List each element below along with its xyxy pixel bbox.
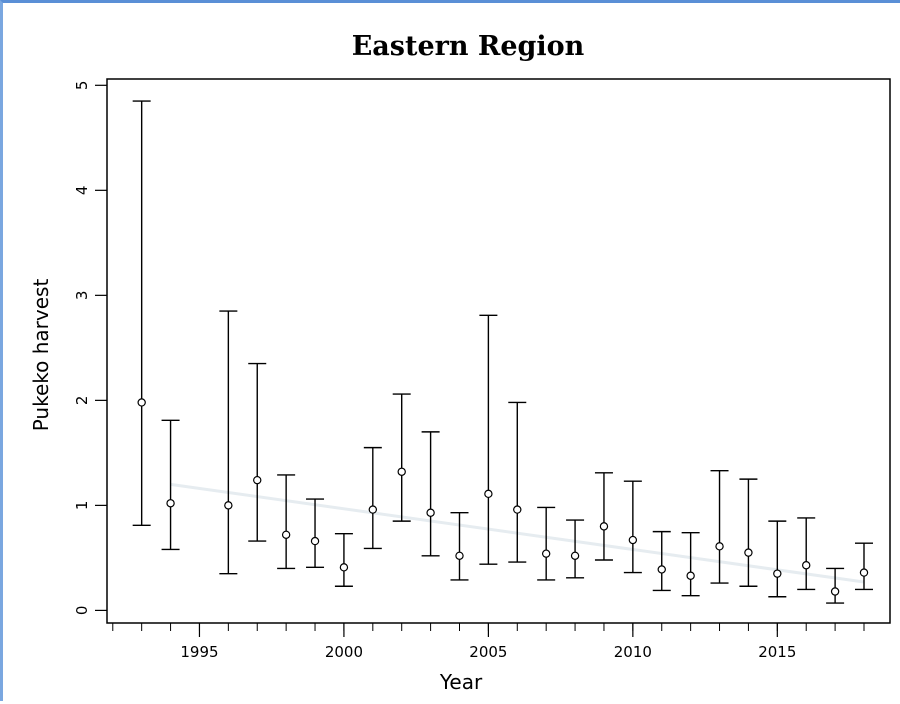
data-point	[628, 535, 638, 545]
data-point	[830, 587, 840, 596]
data-point	[773, 569, 782, 578]
data-point	[310, 536, 320, 546]
data-point	[137, 398, 146, 407]
data-point	[657, 565, 666, 574]
data-point	[426, 508, 435, 517]
x-tick-label: 2010	[614, 643, 652, 661]
y-tick-label: 4	[73, 186, 91, 196]
data-point	[166, 499, 175, 508]
points-layer	[137, 398, 869, 596]
data-point	[715, 542, 724, 551]
error-bar-chart: Eastern Region 1995 2000 2005 2010 2015 0 1 2 3…	[29, 31, 891, 694]
data-point	[253, 475, 262, 485]
data-point	[455, 551, 464, 560]
y-tick-label: 0	[73, 606, 91, 616]
data-point	[859, 568, 869, 577]
data-point	[281, 530, 291, 539]
y-tick-label: 5	[73, 81, 91, 91]
plot-border	[106, 78, 891, 624]
y-axis: 0 1 2 3 4 5	[73, 81, 107, 616]
data-point	[686, 571, 695, 580]
data-point	[224, 501, 233, 510]
x-tick-label: 2000	[325, 643, 363, 661]
data-point	[368, 505, 378, 514]
x-tick-label: 2015	[758, 643, 796, 661]
data-point	[541, 549, 551, 558]
y-tick-label: 1	[73, 501, 91, 511]
x-axis-label: Year	[439, 670, 483, 694]
x-tick-label: 1995	[180, 643, 218, 661]
x-axis: 1995 2000 2005 2010 2015	[112, 623, 865, 661]
data-point	[513, 505, 522, 514]
y-tick-label: 3	[73, 291, 91, 301]
chart-title: Eastern Region	[352, 31, 585, 62]
y-axis-label: Pukeko harvest	[29, 279, 53, 432]
data-point	[570, 551, 580, 560]
data-point	[744, 548, 753, 557]
data-point	[484, 489, 493, 499]
error-bars-layer	[132, 100, 873, 604]
data-point	[599, 522, 609, 531]
data-point	[397, 467, 406, 476]
y-tick-label: 2	[73, 396, 91, 406]
x-tick-label: 2005	[469, 643, 507, 661]
data-point	[339, 563, 349, 572]
data-point	[802, 561, 811, 570]
